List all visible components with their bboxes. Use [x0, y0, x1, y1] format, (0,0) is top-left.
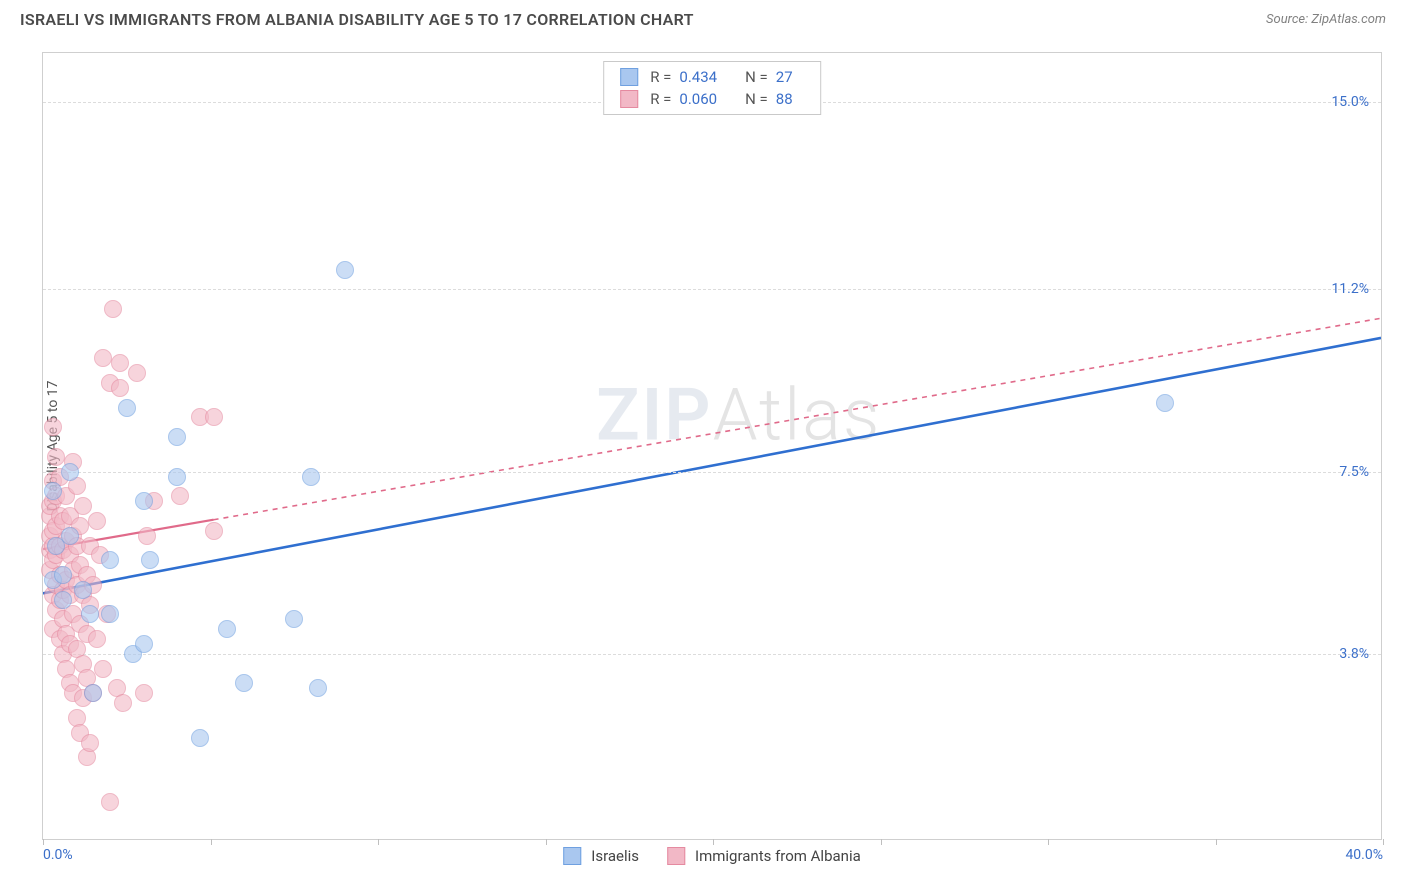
stat-r-value: 0.434 [679, 68, 733, 86]
data-point-israelis [218, 620, 236, 638]
gridline [43, 472, 1381, 473]
data-point-albania [101, 793, 119, 811]
data-point-israelis [84, 684, 102, 702]
data-point-albania [205, 408, 223, 426]
y-tick-label: 7.5% [1339, 464, 1369, 480]
x-axis-label: 40.0% [1345, 847, 1383, 863]
x-tick [1048, 839, 1049, 845]
data-point-albania [81, 734, 99, 752]
chart-header: ISRAELI VS IMMIGRANTS FROM ALBANIA DISAB… [0, 0, 1406, 37]
gridline [43, 289, 1381, 290]
x-tick [43, 839, 44, 845]
stat-label: N = [741, 90, 767, 108]
data-point-albania [94, 660, 112, 678]
x-tick [1383, 839, 1384, 845]
stat-r-value: 0.060 [679, 90, 733, 108]
data-point-israelis [118, 399, 136, 417]
legend-item-albania: Immigrants from Albania [667, 847, 861, 865]
correlation-stat-box: R = 0.434 N = 27 R = 0.060 N = 88 [603, 61, 821, 115]
data-point-albania [44, 418, 62, 436]
data-point-israelis [336, 261, 354, 279]
x-tick [211, 839, 212, 845]
data-point-albania [111, 354, 129, 372]
x-tick [1216, 839, 1217, 845]
legend: Israelis Immigrants from Albania [563, 847, 861, 865]
legend-item-israelis: Israelis [563, 847, 639, 865]
stat-label: R = [650, 90, 671, 108]
data-point-israelis [101, 551, 119, 569]
data-point-albania [171, 487, 189, 505]
data-point-israelis [81, 605, 99, 623]
stat-row-israelis: R = 0.434 N = 27 [604, 66, 820, 88]
data-point-albania [88, 630, 106, 648]
stat-n-value: 88 [776, 90, 804, 108]
plot-area: 3.8%7.5%11.2%15.0%0.0%40.0% [43, 53, 1381, 839]
data-point-albania [94, 349, 112, 367]
stat-label: N = [741, 68, 767, 86]
data-point-israelis [235, 674, 253, 692]
x-axis-label: 0.0% [43, 847, 73, 863]
legend-swatch-albania [667, 847, 685, 865]
stat-row-albania: R = 0.060 N = 88 [604, 88, 820, 110]
data-point-albania [88, 512, 106, 530]
gridline [43, 654, 1381, 655]
data-point-israelis [191, 729, 209, 747]
source-attribution: Source: ZipAtlas.com [1266, 12, 1386, 27]
legend-label: Israelis [591, 847, 639, 865]
data-point-albania [47, 448, 65, 466]
data-point-israelis [141, 551, 159, 569]
data-point-israelis [54, 566, 72, 584]
stat-n-value: 27 [776, 68, 804, 86]
legend-swatch-israelis [563, 847, 581, 865]
x-tick [881, 839, 882, 845]
stat-label: R = [650, 68, 671, 86]
data-point-albania [135, 684, 153, 702]
data-point-albania [128, 364, 146, 382]
data-point-albania [74, 497, 92, 515]
data-point-israelis [74, 581, 92, 599]
trend-lines [43, 53, 1381, 839]
data-point-albania [205, 522, 223, 540]
data-point-albania [111, 379, 129, 397]
data-point-israelis [285, 610, 303, 628]
data-point-albania [104, 300, 122, 318]
legend-label: Immigrants from Albania [695, 847, 861, 865]
data-point-albania [114, 694, 132, 712]
x-tick [546, 839, 547, 845]
x-tick [378, 839, 379, 845]
data-point-israelis [61, 527, 79, 545]
data-point-israelis [168, 428, 186, 446]
data-point-israelis [135, 492, 153, 510]
data-point-israelis [54, 591, 72, 609]
data-point-israelis [135, 635, 153, 653]
y-tick-label: 3.8% [1339, 646, 1369, 662]
data-point-israelis [168, 468, 186, 486]
y-tick-label: 15.0% [1331, 94, 1369, 110]
swatch-albania [620, 90, 638, 108]
data-point-israelis [1156, 394, 1174, 412]
swatch-israelis [620, 68, 638, 86]
data-point-israelis [302, 468, 320, 486]
chart-title: ISRAELI VS IMMIGRANTS FROM ALBANIA DISAB… [20, 10, 694, 29]
data-point-israelis [309, 679, 327, 697]
x-tick [713, 839, 714, 845]
data-point-israelis [101, 605, 119, 623]
data-point-israelis [61, 463, 79, 481]
chart-frame: Disability Age 5 to 17 ZIPAtlas 3.8%7.5%… [42, 52, 1382, 840]
y-tick-label: 11.2% [1331, 281, 1369, 297]
data-point-israelis [44, 482, 62, 500]
data-point-albania [138, 527, 156, 545]
